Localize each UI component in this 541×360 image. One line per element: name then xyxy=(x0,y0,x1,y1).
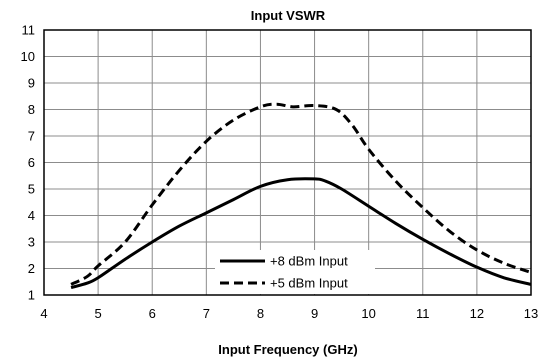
x-tick-label: 13 xyxy=(524,306,538,321)
x-tick-label: 12 xyxy=(470,306,484,321)
x-tick-label: 4 xyxy=(40,306,47,321)
y-tick-label: 7 xyxy=(28,129,35,144)
y-tick-label: 10 xyxy=(21,49,35,64)
y-tick-label: 11 xyxy=(22,23,36,38)
legend: +8 dBm Input +5 dBm Input xyxy=(215,250,375,294)
y-tick-label: 9 xyxy=(28,76,35,91)
y-tick-label: 6 xyxy=(28,155,35,170)
x-axis-ticks: 4 5 6 7 8 9 10 11 12 13 xyxy=(40,306,538,321)
x-tick-label: 11 xyxy=(416,306,430,321)
y-tick-label: 4 xyxy=(28,208,35,223)
y-tick-label: 5 xyxy=(28,182,35,197)
y-tick-label: 2 xyxy=(28,261,35,276)
x-tick-label: 9 xyxy=(311,306,318,321)
plot-area-frame xyxy=(43,29,532,296)
x-tick-label: 8 xyxy=(257,306,264,321)
y-axis-ticks: 1 2 3 4 5 6 7 8 9 10 11 xyxy=(21,23,35,303)
y-tick-label: 1 xyxy=(28,288,35,303)
y-tick-label: 3 xyxy=(28,235,35,250)
legend-box xyxy=(215,250,375,294)
chart-title: Input VSWR xyxy=(251,8,326,23)
x-tick-label: 7 xyxy=(203,306,210,321)
x-tick-label: 10 xyxy=(361,306,375,321)
legend-label: +5 dBm Input xyxy=(270,276,348,291)
data-series xyxy=(70,102,532,290)
legend-label: +8 dBm Input xyxy=(270,254,348,269)
y-tick-label: 8 xyxy=(28,102,35,117)
series-line-2 xyxy=(70,102,532,286)
x-tick-label: 5 xyxy=(94,306,101,321)
x-tick-label: 6 xyxy=(149,306,156,321)
x-axis-title: Input Frequency (GHz) xyxy=(218,342,357,357)
series-line-1 xyxy=(70,177,532,290)
